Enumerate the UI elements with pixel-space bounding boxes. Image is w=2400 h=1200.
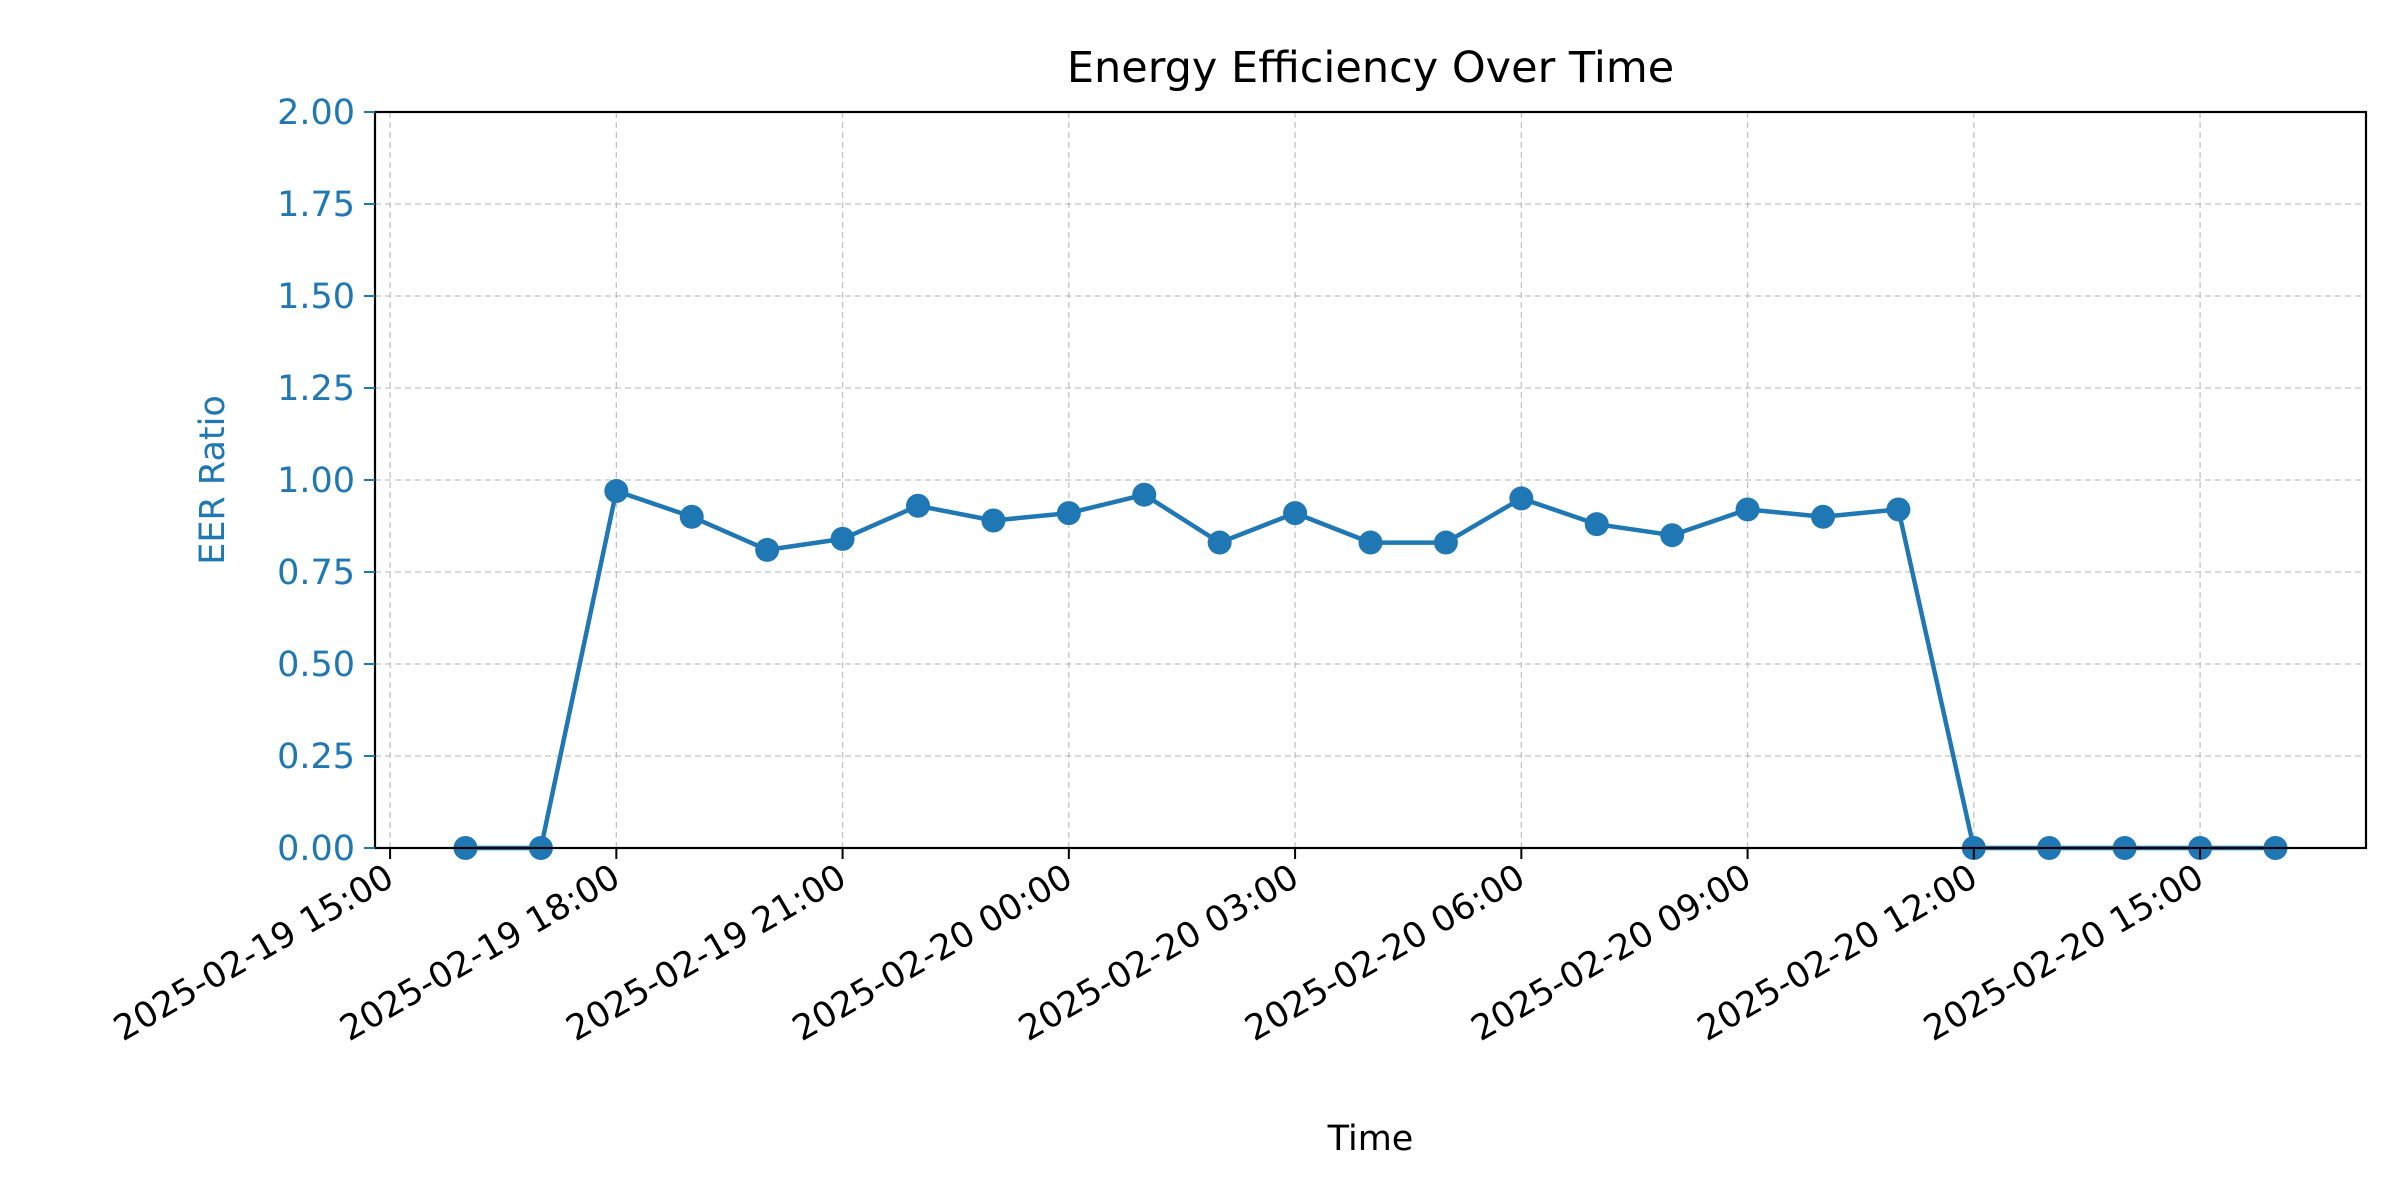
y-tick-label: 0.25 xyxy=(277,737,355,777)
y-tick-label: 0.00 xyxy=(277,829,355,869)
data-point xyxy=(1886,497,1911,522)
y-axis-label: EER Ratio xyxy=(193,395,233,565)
data-point xyxy=(1132,482,1157,507)
y-tick-label: 2.00 xyxy=(277,93,355,133)
series-layer xyxy=(453,479,2288,860)
data-point xyxy=(1358,530,1383,555)
y-axis-ticks: 0.00 0.25 0.50 0.75 1.00 1.25 1.50 1.75 2.00 xyxy=(277,93,375,869)
y-tick-label: 0.75 xyxy=(277,553,355,593)
data-point xyxy=(981,508,1006,533)
y-tick-label: 1.25 xyxy=(277,369,355,409)
data-point xyxy=(1509,486,1534,511)
data-point xyxy=(604,479,629,504)
data-point xyxy=(1207,530,1232,555)
data-point xyxy=(1811,504,1835,529)
grid-layer xyxy=(375,111,2366,849)
y-tick-label: 1.50 xyxy=(277,277,355,317)
data-point xyxy=(1283,501,1308,526)
chart-title: Energy Efficiency Over Time xyxy=(1067,43,1674,93)
data-point xyxy=(906,493,930,518)
data-point xyxy=(1584,512,1609,537)
data-point xyxy=(1660,523,1685,548)
data-point xyxy=(755,537,780,562)
data-point xyxy=(830,526,855,551)
y-tick-label: 0.50 xyxy=(277,645,355,685)
data-point xyxy=(1056,501,1081,526)
data-point xyxy=(1433,530,1458,555)
x-axis-label: Time xyxy=(1327,1119,1414,1159)
data-point xyxy=(679,504,704,529)
y-tick-label: 1.75 xyxy=(277,185,355,225)
y-tick-label: 1.00 xyxy=(277,461,355,501)
data-point xyxy=(1735,497,1760,522)
